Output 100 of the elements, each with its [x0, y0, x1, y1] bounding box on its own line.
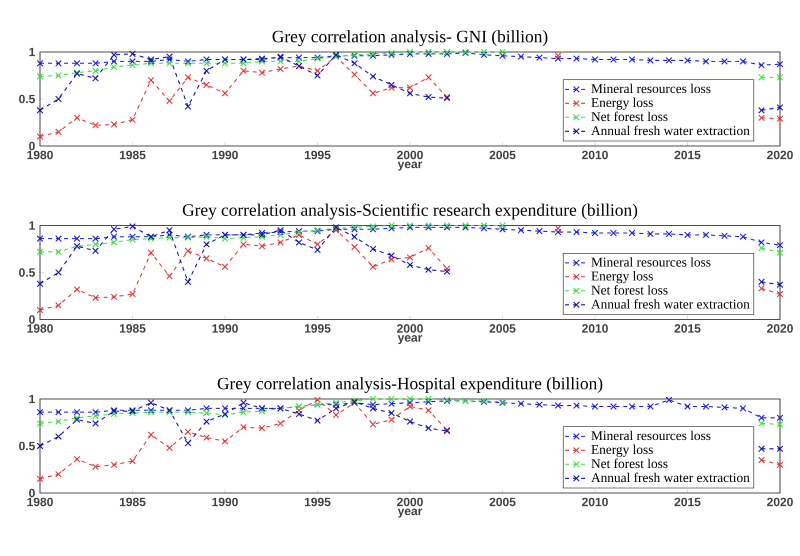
x-axis-title: year	[398, 162, 422, 171]
point	[647, 230, 654, 238]
point	[74, 408, 80, 416]
point	[554, 402, 562, 409]
point	[74, 286, 80, 293]
point	[277, 58, 284, 65]
point	[92, 463, 99, 470]
point	[184, 440, 192, 447]
point	[425, 424, 432, 432]
point	[129, 223, 136, 230]
point	[222, 60, 228, 67]
point	[554, 224, 562, 232]
point	[314, 246, 321, 254]
point	[258, 424, 266, 432]
point	[740, 233, 746, 240]
point	[55, 96, 62, 102]
point	[425, 74, 432, 81]
point	[388, 400, 395, 408]
point	[129, 458, 136, 464]
point	[480, 224, 488, 232]
point	[406, 399, 414, 406]
x-tick-label: 1985	[120, 150, 146, 160]
point	[480, 48, 488, 56]
point	[166, 234, 173, 242]
point	[370, 421, 376, 428]
point	[721, 404, 728, 411]
point	[296, 58, 302, 65]
point	[314, 396, 321, 404]
point	[758, 414, 765, 422]
point	[666, 57, 672, 64]
point	[370, 401, 376, 408]
point	[148, 76, 154, 84]
point	[55, 248, 62, 256]
point	[240, 234, 247, 242]
point	[370, 405, 376, 412]
point	[92, 122, 99, 129]
point	[203, 434, 210, 441]
point	[110, 294, 118, 300]
x-tick-label: 1980	[27, 324, 53, 333]
y-tick-label: 1	[29, 48, 35, 56]
point	[110, 233, 118, 240]
point	[610, 230, 617, 236]
point	[518, 400, 524, 408]
point	[110, 121, 118, 128]
x-tick-label: 1985	[120, 324, 146, 333]
point	[388, 416, 395, 424]
point	[610, 56, 617, 63]
point	[203, 82, 210, 88]
point	[332, 405, 340, 412]
point	[203, 60, 210, 67]
point	[110, 51, 118, 58]
point	[776, 242, 784, 249]
point	[36, 133, 44, 140]
point	[628, 403, 636, 410]
point	[388, 222, 395, 229]
legend-label: Mineral resources loss	[591, 430, 710, 440]
point	[684, 403, 691, 410]
point	[684, 232, 691, 238]
point	[499, 222, 506, 229]
y-tick-label: 0.5	[19, 442, 35, 450]
point	[499, 226, 506, 233]
point	[518, 53, 524, 60]
point	[92, 67, 99, 74]
point	[166, 56, 173, 63]
point	[573, 402, 580, 409]
x-tick-label: 1980	[27, 150, 53, 160]
point	[55, 418, 62, 425]
point	[129, 62, 136, 69]
point	[296, 239, 302, 246]
point	[592, 403, 598, 410]
point	[222, 438, 228, 445]
point	[776, 414, 784, 422]
point	[351, 233, 358, 240]
point	[184, 248, 192, 254]
point	[776, 281, 784, 288]
legend-label: Annual fresh water extraction	[591, 472, 750, 482]
point	[370, 226, 376, 233]
point	[536, 401, 543, 408]
point	[425, 94, 432, 100]
point	[388, 82, 395, 88]
point	[240, 67, 247, 74]
point	[222, 235, 228, 242]
point	[166, 272, 173, 280]
point	[55, 60, 62, 67]
point	[55, 470, 62, 478]
point	[36, 106, 44, 114]
point	[758, 106, 765, 114]
legend-label: Energy loss	[591, 444, 653, 457]
point	[406, 418, 414, 425]
point	[776, 445, 784, 452]
point	[222, 405, 228, 412]
point	[758, 74, 765, 81]
point	[666, 396, 672, 404]
point	[166, 444, 173, 452]
point	[592, 56, 598, 63]
point	[406, 396, 414, 402]
point	[92, 248, 99, 254]
x-tick-label: 2010	[582, 150, 608, 160]
point	[36, 306, 44, 314]
point	[203, 255, 210, 262]
